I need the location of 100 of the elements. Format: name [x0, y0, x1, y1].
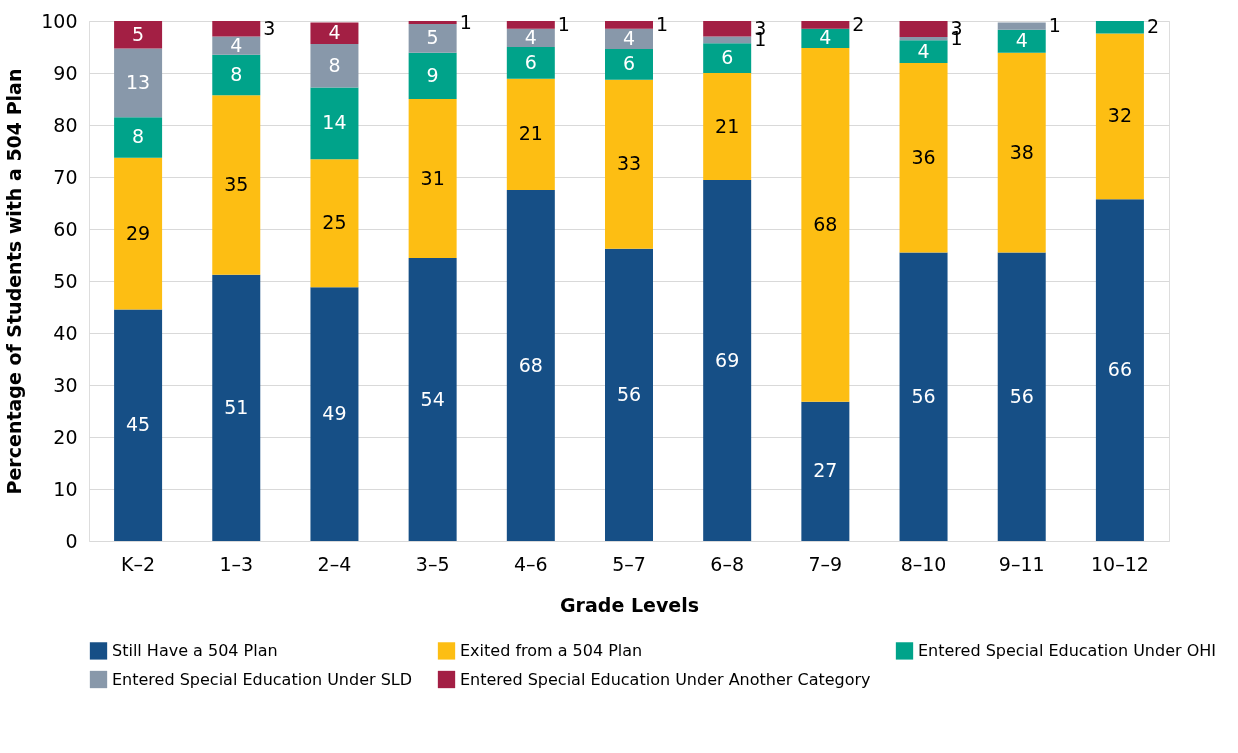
data-label: 13: [126, 70, 151, 93]
data-label: 33: [616, 152, 642, 175]
data-label: 1: [459, 10, 472, 33]
data-label: 6: [524, 50, 537, 73]
data-label: 56: [616, 382, 642, 405]
bar: [703, 43, 752, 73]
x-tick-label: K–2: [121, 552, 156, 575]
data-label: 4: [328, 21, 341, 44]
data-label: 35: [224, 173, 249, 196]
data-label: 45: [126, 413, 151, 436]
x-tick-label: 10–12: [1090, 552, 1149, 575]
bar: [114, 157, 163, 310]
x-tick-label: 4–6: [513, 552, 548, 575]
data-label: 8: [230, 63, 243, 86]
y-tick-label: 70: [53, 165, 78, 188]
y-tick-label: 100: [41, 9, 78, 32]
bar: [310, 87, 359, 160]
x-tick-label: 5–7: [612, 552, 646, 575]
data-label: 14: [322, 111, 347, 134]
bar: [997, 29, 1046, 53]
y-tick-label: 40: [53, 321, 78, 344]
bar: [899, 63, 948, 253]
bar: [114, 21, 163, 49]
bar: [703, 73, 752, 181]
data-label: 66: [1107, 358, 1132, 381]
data-label: 36: [911, 145, 936, 168]
y-tick-label: 80: [53, 113, 78, 136]
y-tick-label: 10: [53, 477, 78, 500]
bar: [899, 40, 948, 64]
bar: [1095, 33, 1144, 200]
bar: [212, 274, 261, 541]
data-label: 56: [911, 384, 936, 407]
data-label: 54: [420, 387, 445, 410]
data-label: 4: [230, 33, 243, 56]
data-label: 8: [132, 125, 145, 148]
bar: [114, 48, 163, 118]
data-label: 1: [1048, 14, 1061, 37]
data-label: 6: [721, 46, 734, 69]
bar: [801, 21, 850, 29]
data-label: 3: [263, 16, 276, 39]
bar: [1095, 199, 1144, 541]
bar: [212, 54, 261, 96]
bar: [506, 78, 555, 190]
bar: [605, 28, 653, 50]
legend-label: Exited from a 504 Plan: [460, 640, 643, 660]
legend-label: Entered Special Education Under OHI: [918, 640, 1217, 660]
bar: [605, 248, 653, 541]
x-tick-label: 9–11: [998, 552, 1045, 575]
bar: [506, 47, 555, 79]
bar: [997, 22, 1046, 30]
bar: [212, 36, 261, 55]
bar: [408, 258, 457, 541]
bar: [1095, 21, 1144, 34]
bar: [310, 22, 359, 44]
data-label: 21: [518, 122, 543, 145]
bar: [310, 287, 359, 541]
bar: [114, 309, 163, 541]
x-tick-label: 3–5: [415, 552, 450, 575]
bar: [899, 21, 948, 38]
x-tick-label: 2–4: [317, 552, 352, 575]
data-label: 68: [518, 353, 543, 376]
data-label: 4: [622, 26, 636, 49]
bar: [899, 252, 948, 541]
bar: [506, 28, 555, 47]
bar: [703, 21, 752, 37]
data-label: 32: [1107, 104, 1132, 127]
data-label: 51: [224, 395, 249, 418]
data-label: 4: [1015, 29, 1028, 52]
data-label: 31: [420, 166, 445, 189]
y-tick-label: 50: [53, 269, 78, 292]
data-label: 69: [715, 348, 740, 371]
bar: [605, 21, 653, 29]
bar: [408, 99, 457, 259]
data-label: 4: [524, 25, 537, 48]
bar: [212, 21, 261, 37]
bar: [605, 49, 653, 80]
data-label: 1: [557, 12, 570, 35]
data-label: 56: [1009, 384, 1034, 407]
data-label: 8: [328, 53, 341, 76]
bar: [114, 117, 163, 158]
data-label: 1: [656, 12, 669, 35]
bar: [408, 21, 457, 25]
data-label: 5: [132, 22, 145, 45]
bar: [703, 180, 752, 541]
y-tick-label: 60: [53, 217, 78, 240]
bar: [801, 28, 850, 49]
bar: [408, 52, 457, 99]
data-label: 29: [126, 221, 151, 244]
x-axis-title: Grade Levels: [560, 593, 699, 616]
data-label: 4: [819, 26, 832, 49]
y-tick-label: 0: [65, 529, 78, 552]
bar: [506, 190, 555, 541]
x-tick-label: 8–10: [900, 552, 947, 575]
y-axis-title: Percentage of Students with a 504 Plan: [3, 68, 26, 495]
x-tick-label: 7–9: [808, 552, 843, 575]
data-label: 21: [715, 114, 740, 137]
bar: [310, 159, 359, 288]
data-label: 27: [813, 459, 838, 482]
bar: [997, 52, 1046, 253]
data-label: 68: [813, 212, 838, 235]
